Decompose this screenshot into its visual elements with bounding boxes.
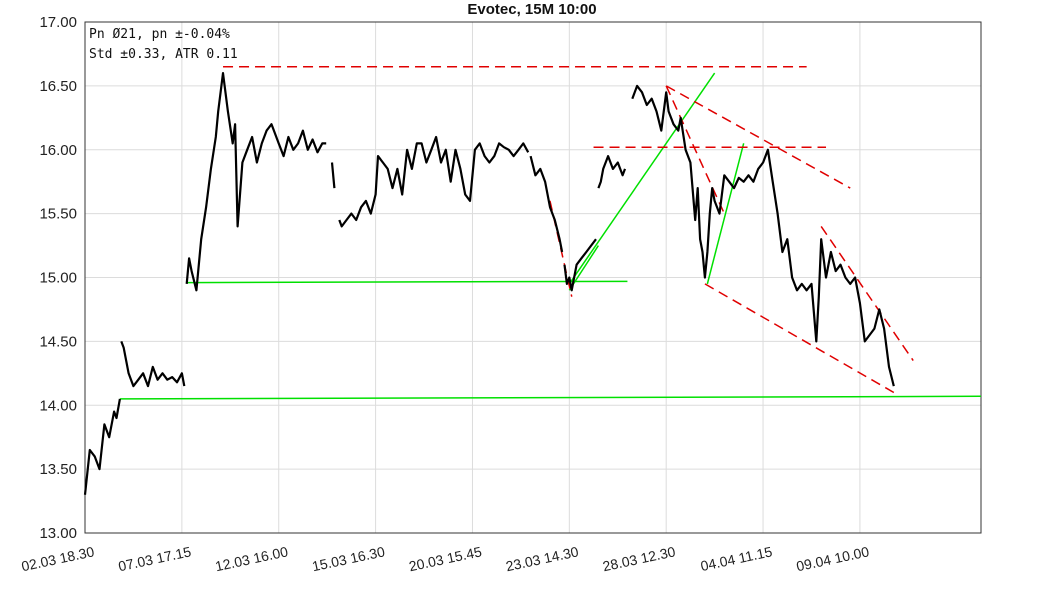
x-tick-label: 07.03 17.15 [117, 543, 193, 574]
support-trendline [119, 395, 982, 400]
x-tick-label: 15.03 16.30 [311, 543, 387, 574]
x-tick-label: 23.03 14.30 [504, 543, 580, 574]
y-tick-label: 15.50 [39, 206, 77, 223]
y-tick-label: 16.00 [39, 142, 77, 159]
y-tick-label: 14.00 [39, 397, 77, 414]
grid [84, 21, 981, 534]
resistance-trendline [820, 225, 914, 361]
y-tick-label: 14.50 [39, 333, 77, 350]
y-axis: 13.00 13.50 14.00 14.50 15.00 15.50 16.00 16.50… [39, 14, 77, 542]
plot-area [84, 21, 982, 534]
resistance-trendline [704, 283, 895, 394]
stat-line-pn: Pn Ø21, pn ±-0.04% [89, 27, 230, 42]
price-line-segment [83, 398, 121, 495]
price-line-segment [563, 238, 597, 292]
price-line-segment [330, 162, 336, 189]
price-line-segment [338, 135, 530, 228]
y-tick-label: 17.00 [39, 14, 77, 31]
x-tick-label: 04.04 11.15 [699, 543, 774, 574]
x-axis: 02.03 18.30 07.03 17.15 12.03 16.00 15.03 1… [20, 543, 871, 574]
price-line-segment [185, 71, 327, 292]
x-tick-label: 12.03 16.00 [214, 543, 290, 574]
y-tick-label: 15.00 [39, 270, 77, 287]
x-tick-label: 20.03 15.45 [407, 543, 483, 574]
resistance-trendline [665, 85, 725, 214]
price-line-segment [529, 155, 564, 253]
trendlines [119, 65, 982, 400]
stat-line-std: Std ±0.33, ATR 0.11 [89, 47, 238, 62]
x-tick-label: 09.04 10.00 [795, 543, 871, 574]
y-tick-label: 13.50 [39, 461, 77, 478]
price-line-segment [120, 341, 186, 388]
price-series [83, 71, 895, 495]
y-tick-label: 13.00 [39, 525, 77, 542]
x-tick-label: 28.03 12.30 [601, 543, 677, 574]
chart-title: Evotec, 15M 10:00 [467, 1, 596, 18]
support-trendline [186, 280, 628, 284]
support-trendline [706, 143, 745, 285]
resistance-trendline [665, 85, 851, 189]
x-tick-label: 02.03 18.30 [20, 543, 96, 574]
y-tick-label: 16.50 [39, 78, 77, 95]
price-line-segment [631, 84, 895, 387]
price-line-segment [597, 155, 627, 189]
support-trendline [568, 72, 716, 285]
